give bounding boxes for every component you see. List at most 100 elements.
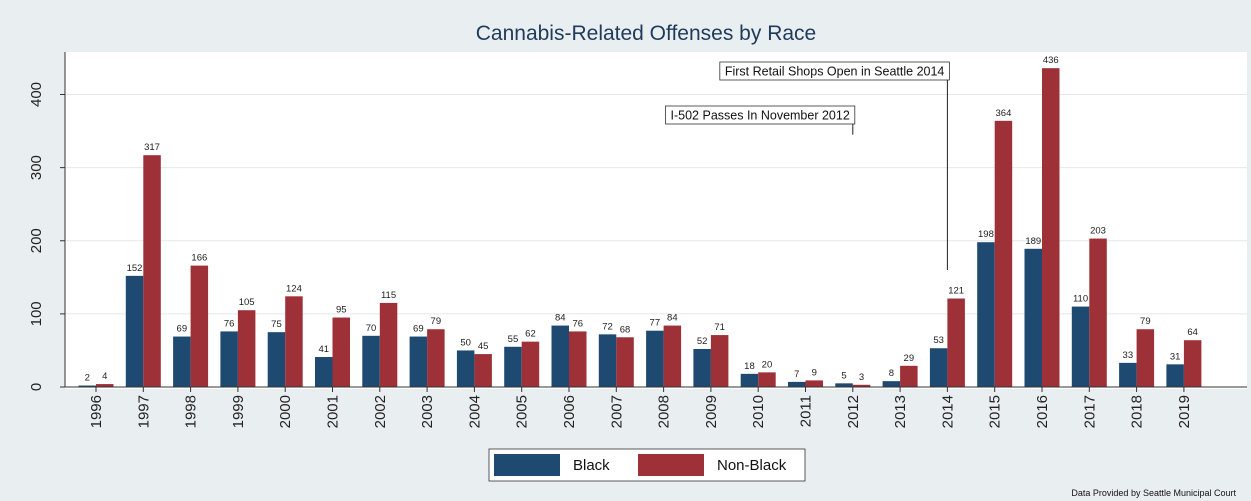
bar-black xyxy=(409,336,428,387)
legend-swatch-black xyxy=(494,454,560,476)
bar-black xyxy=(1024,248,1042,387)
data-label: 9 xyxy=(812,367,817,378)
data-label: 166 xyxy=(191,253,207,264)
bar-black xyxy=(315,357,333,387)
bar-non-black xyxy=(143,155,161,387)
x-tick-label: 1996 xyxy=(88,395,105,428)
bar-non-black xyxy=(1042,68,1060,388)
data-label: 71 xyxy=(714,322,725,333)
x-tick-label: 2012 xyxy=(845,395,862,428)
data-label: 95 xyxy=(336,305,347,316)
legend-label-black: Black xyxy=(573,457,610,474)
data-label: 7 xyxy=(794,369,799,380)
bar-non-black xyxy=(474,354,492,387)
x-tick-label: 1999 xyxy=(230,395,247,428)
data-label: 75 xyxy=(271,319,282,330)
source-note: Data Provided by Seattle Municipal Court xyxy=(1071,488,1236,498)
data-label: 29 xyxy=(904,353,915,364)
bar-black xyxy=(220,331,238,387)
bars xyxy=(78,68,1202,388)
data-label: 76 xyxy=(224,318,235,329)
bar-non-black xyxy=(994,120,1013,387)
data-label: 55 xyxy=(508,334,519,345)
bar-non-black xyxy=(569,331,587,387)
bar-non-black xyxy=(1183,340,1202,387)
data-label: 45 xyxy=(478,341,489,352)
bar-black xyxy=(882,381,901,387)
x-tick-label: 2002 xyxy=(372,395,389,428)
data-label: 105 xyxy=(239,297,255,308)
x-tick-label: 2014 xyxy=(939,395,956,428)
x-tick-label: 2015 xyxy=(987,395,1004,428)
bar-non-black xyxy=(1089,238,1107,387)
data-label: 64 xyxy=(1187,327,1198,338)
bar-non-black xyxy=(190,265,209,387)
bar-non-black xyxy=(900,365,918,387)
bar-black xyxy=(504,346,522,387)
data-label: 77 xyxy=(650,318,661,329)
y-tick-label: 0 xyxy=(28,383,45,391)
annotations: I-502 Passes In November 2012 First Retai… xyxy=(665,61,950,270)
data-label: 50 xyxy=(460,337,471,348)
bar-black xyxy=(362,335,380,387)
x-tick-label: 2004 xyxy=(466,395,483,428)
data-label: 436 xyxy=(1043,55,1059,66)
chart-title: Cannabis-Related Offenses by Race xyxy=(476,22,816,45)
data-label: 69 xyxy=(413,324,424,335)
data-label: 41 xyxy=(318,344,329,355)
x-tick-label: 2005 xyxy=(514,395,531,428)
bar-black xyxy=(173,336,191,387)
bar-black xyxy=(788,381,806,387)
x-tick-label: 2000 xyxy=(277,395,294,428)
data-label: 189 xyxy=(1025,236,1041,247)
data-label: 69 xyxy=(177,324,188,335)
bar-non-black xyxy=(237,310,256,387)
data-label: 124 xyxy=(286,283,302,294)
legend-label-non-black: Non-Black xyxy=(717,457,787,474)
y-tick-label: 100 xyxy=(28,301,45,326)
bar-black xyxy=(835,383,853,387)
legend-swatch-non-black xyxy=(638,454,704,476)
bar-non-black xyxy=(96,384,114,387)
x-tick-label: 1997 xyxy=(135,395,152,428)
data-label: 33 xyxy=(1123,350,1134,361)
data-label: 115 xyxy=(381,290,396,301)
x-tick-label: 2009 xyxy=(703,395,720,428)
bar-non-black xyxy=(616,337,634,387)
x-tick-label: 2003 xyxy=(419,395,436,428)
bar-non-black xyxy=(332,317,350,387)
data-label: 198 xyxy=(978,229,994,240)
data-label: 76 xyxy=(572,318,583,329)
x-tick-label: 2011 xyxy=(798,395,815,427)
x-tick-label: 2019 xyxy=(1176,395,1193,428)
x-tick-label: 2008 xyxy=(656,395,673,428)
bar-black xyxy=(740,373,759,387)
bar-black xyxy=(1166,364,1184,387)
data-label: 84 xyxy=(667,313,678,324)
annotation-text: I-502 Passes In November 2012 xyxy=(671,109,850,123)
data-label: 4 xyxy=(102,371,107,382)
data-label: 79 xyxy=(431,316,442,327)
data-label: 121 xyxy=(948,286,964,297)
data-label: 84 xyxy=(555,313,566,324)
data-label: 5 xyxy=(841,370,846,381)
annotation-box xyxy=(719,61,950,81)
bar-non-black xyxy=(710,335,729,387)
annotation-box xyxy=(665,105,856,125)
y-tick-label: 400 xyxy=(28,82,45,107)
bar-black xyxy=(267,332,286,387)
x-tick-label: 1998 xyxy=(183,395,200,428)
data-label: 62 xyxy=(525,329,536,340)
x-tick-label: 2006 xyxy=(561,395,578,428)
x-tick-label: 2017 xyxy=(1081,395,1098,428)
x-tick-label: 2001 xyxy=(325,395,342,428)
data-label: 3 xyxy=(859,372,864,383)
bar-non-black xyxy=(285,296,303,387)
data-label: 20 xyxy=(762,359,773,370)
bar-non-black xyxy=(663,325,682,387)
axes: 0 100 200 300 400 1996 1997 1998 1999 2000 2001 200… xyxy=(28,52,1247,428)
annotation-text: First Retail Shops Open in Seattle 2014 xyxy=(725,65,945,79)
data-label: 152 xyxy=(127,263,143,274)
